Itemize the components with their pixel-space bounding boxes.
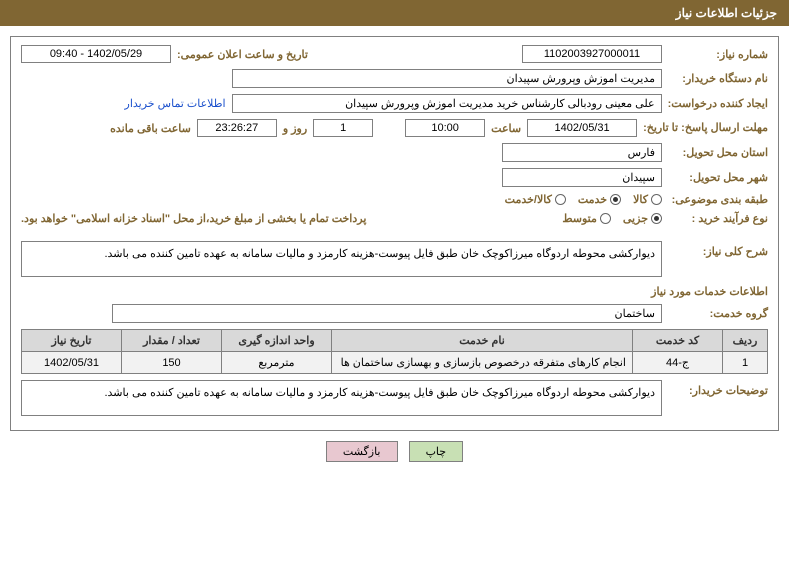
- desc-label: شرح کلی نیاز:: [668, 241, 768, 258]
- th-name: نام خدمت: [332, 330, 633, 352]
- announce-value-field: 1402/05/29 - 09:40: [21, 45, 171, 63]
- th-unit: واحد اندازه گیری: [222, 330, 332, 352]
- announce-label: تاریخ و ساعت اعلان عمومی:: [177, 48, 308, 61]
- buyer-notes-text: دیوارکشی محوطه اردوگاه میرزاکوچک خان طبق…: [21, 380, 662, 416]
- requester-label: ایجاد کننده درخواست:: [668, 97, 768, 110]
- city-label: شهر محل تحویل:: [668, 171, 768, 184]
- need-number-label: شماره نیاز:: [668, 48, 768, 61]
- print-button[interactable]: چاپ: [409, 441, 464, 462]
- radio-both[interactable]: کالا/خدمت: [505, 193, 566, 206]
- category-label: طبقه بندی موضوعی:: [668, 193, 768, 206]
- panel-title: جزئیات اطلاعات نیاز: [676, 6, 777, 20]
- radio-medium-circle: [600, 213, 611, 224]
- process-radio-group: جزیی متوسط: [562, 212, 662, 225]
- radio-partial-circle: [651, 213, 662, 224]
- back-button[interactable]: بازگشت: [326, 441, 398, 462]
- service-group-label: گروه خدمت:: [668, 307, 768, 320]
- remaining-label: ساعت باقی مانده: [110, 122, 191, 135]
- radio-medium-label: متوسط: [562, 212, 597, 225]
- radio-goods-label: کالا: [633, 193, 648, 206]
- province-label: استان محل تحویل:: [668, 146, 768, 159]
- td-code: ج-44: [633, 352, 723, 374]
- days-and-label: روز و: [283, 122, 307, 135]
- th-code: کد خدمت: [633, 330, 723, 352]
- panel-header: جزئیات اطلاعات نیاز: [0, 0, 789, 26]
- td-date: 1402/05/31: [22, 352, 122, 374]
- process-label: نوع فرآیند خرید :: [668, 212, 768, 225]
- details-panel: شماره نیاز: 1102003927000011 تاریخ و ساع…: [10, 36, 779, 431]
- td-row: 1: [723, 352, 768, 374]
- requester-field: علی معینی رودبالی کارشناس خرید مدیریت ام…: [232, 94, 662, 113]
- radio-service[interactable]: خدمت: [578, 193, 621, 206]
- days-count-field: 1: [313, 119, 373, 137]
- table-header-row: ردیف کد خدمت نام خدمت واحد اندازه گیری ت…: [22, 330, 768, 352]
- countdown-field: 23:26:27: [197, 119, 277, 137]
- th-row: ردیف: [723, 330, 768, 352]
- category-radio-group: کالا خدمت کالا/خدمت: [505, 193, 662, 206]
- radio-goods[interactable]: کالا: [633, 193, 662, 206]
- radio-service-label: خدمت: [578, 193, 607, 206]
- td-unit: مترمربع: [222, 352, 332, 374]
- deadline-time-field: 10:00: [405, 119, 485, 137]
- deadline-date-field: 1402/05/31: [527, 119, 637, 137]
- buyer-org-field: مدیریت اموزش وپرورش سپیدان: [232, 69, 662, 88]
- td-name: انجام کارهای متفرقه درخصوص بازسازی و بهس…: [332, 352, 633, 374]
- radio-medium[interactable]: متوسط: [562, 212, 611, 225]
- button-row: چاپ بازگشت: [4, 441, 785, 462]
- radio-partial[interactable]: جزیی: [623, 212, 662, 225]
- city-field: سپیدان: [502, 168, 662, 187]
- radio-service-circle: [610, 194, 621, 205]
- deadline-label: مهلت ارسال پاسخ: تا تاریخ:: [643, 121, 768, 135]
- services-info-title: اطلاعات خدمات مورد نیاز: [21, 285, 768, 298]
- buyer-org-label: نام دستگاه خریدار:: [668, 72, 768, 85]
- radio-partial-label: جزیی: [623, 212, 648, 225]
- radio-both-label: کالا/خدمت: [505, 193, 552, 206]
- buyer-notes-label: توضیحات خریدار:: [668, 380, 768, 397]
- service-group-field: ساختمان: [112, 304, 662, 323]
- desc-text: دیوارکشی محوطه اردوگاه میرزاکوچک خان طبق…: [21, 241, 662, 277]
- buyer-contact-link[interactable]: اطلاعات تماس خریدار: [125, 97, 226, 110]
- payment-note: پرداخت تمام یا بخشی از مبلغ خرید،از محل …: [21, 212, 366, 225]
- table-row: 1 ج-44 انجام کارهای متفرقه درخصوص بازساز…: [22, 352, 768, 374]
- th-qty: تعداد / مقدار: [122, 330, 222, 352]
- th-date: تاریخ نیاز: [22, 330, 122, 352]
- time-label: ساعت: [491, 122, 521, 135]
- services-table: ردیف کد خدمت نام خدمت واحد اندازه گیری ت…: [21, 329, 768, 374]
- province-field: فارس: [502, 143, 662, 162]
- td-qty: 150: [122, 352, 222, 374]
- radio-both-circle: [555, 194, 566, 205]
- need-number-field: 1102003927000011: [522, 45, 662, 63]
- radio-goods-circle: [651, 194, 662, 205]
